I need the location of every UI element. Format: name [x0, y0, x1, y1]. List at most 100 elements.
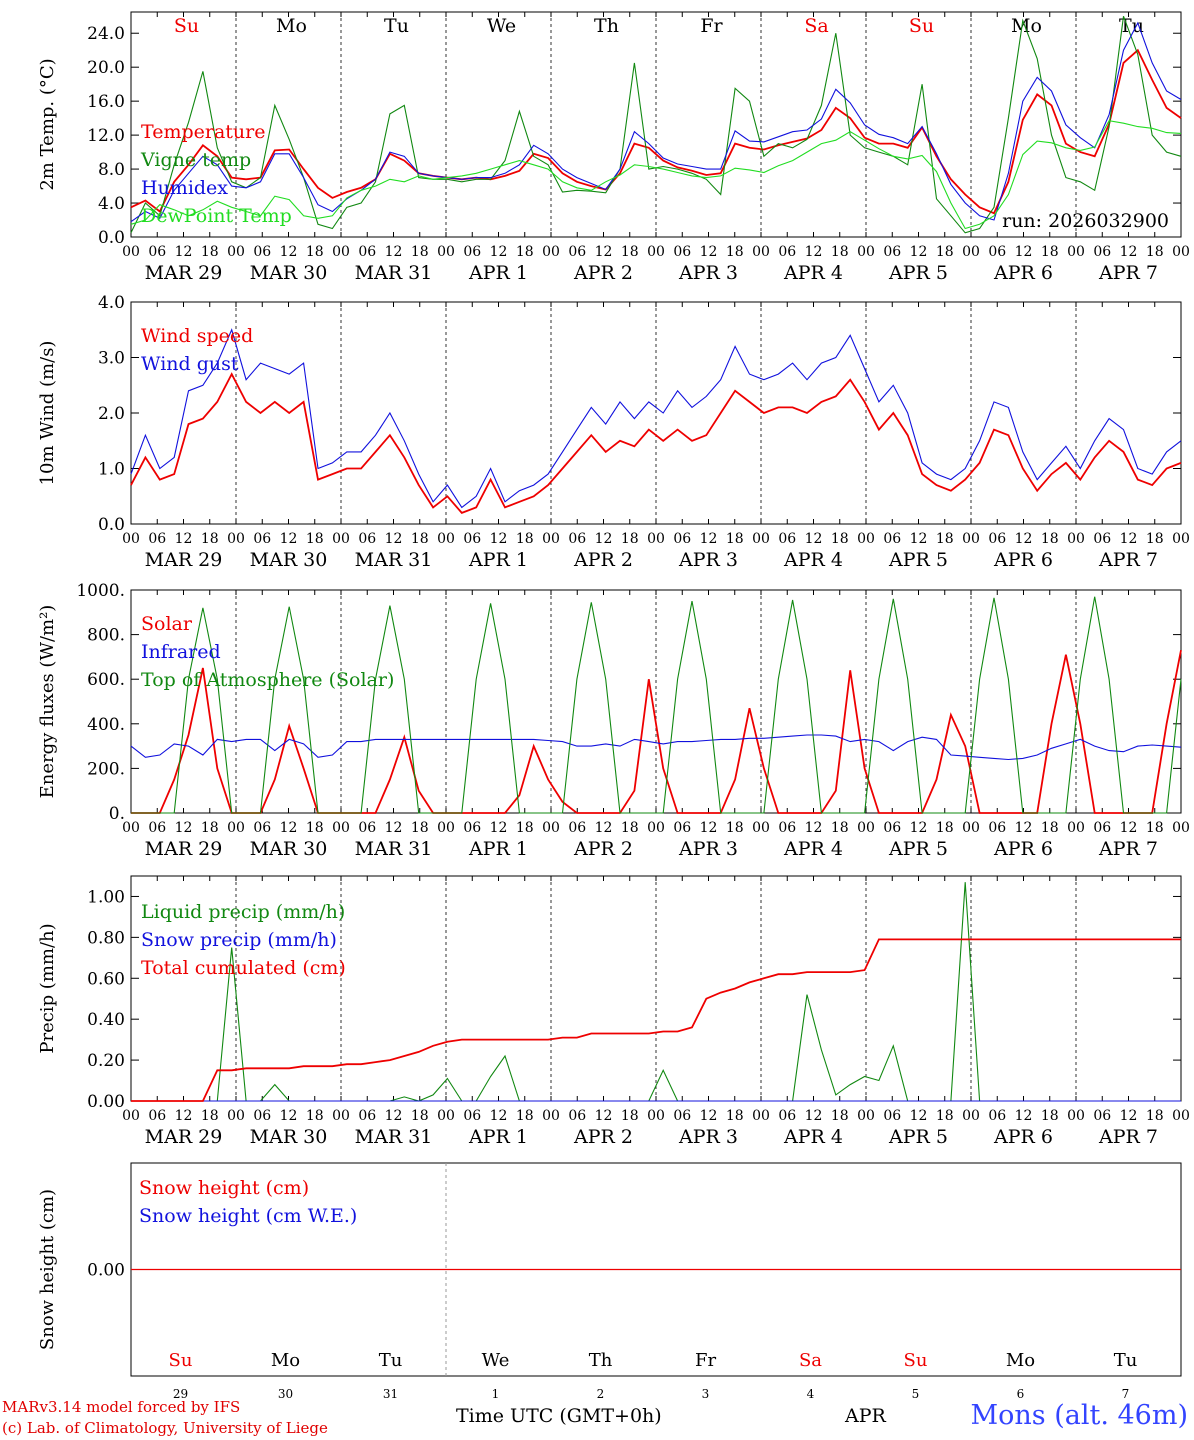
legend-entry: DewPoint Temp: [141, 205, 292, 227]
legend-entry: Vigne temp: [140, 149, 251, 171]
hour-label: 12: [805, 531, 823, 547]
hour-label: 06: [778, 244, 796, 260]
day-label: APR 6: [993, 1126, 1053, 1148]
hour-label: 06: [988, 1108, 1006, 1124]
hour-label: 06: [358, 820, 376, 836]
hour-label: 18: [1041, 244, 1059, 260]
day-label: MAR 30: [250, 262, 328, 284]
day-label: APR 4: [783, 262, 843, 284]
hour-label: 12: [910, 244, 928, 260]
hour-label: 18: [831, 820, 849, 836]
day-label: APR 5: [888, 838, 948, 860]
y-tick-label: 0.00: [87, 1261, 125, 1281]
hour-label: 00: [752, 1108, 770, 1124]
day-number: 1: [492, 1387, 500, 1401]
hour-label: 06: [463, 531, 481, 547]
y-tick-label: 2.0: [98, 404, 125, 424]
hour-label: 00: [1172, 1108, 1190, 1124]
hour-label: 00: [122, 1108, 140, 1124]
series-wind-speed: [130, 372, 1182, 514]
weekday-label-bottom: Mo: [1006, 1350, 1035, 1371]
hour-label: 06: [883, 1108, 901, 1124]
day-label: APR 3: [678, 1126, 738, 1148]
month-label: APR: [845, 1405, 886, 1427]
hour-label: 06: [1093, 820, 1111, 836]
hour-label: 18: [411, 820, 429, 836]
y-tick-label: 600.: [87, 670, 125, 690]
day-label: MAR 29: [145, 838, 223, 860]
hour-label: 00: [1067, 820, 1085, 836]
day-label: APR 5: [888, 549, 948, 571]
day-number: 3: [702, 1387, 710, 1401]
hour-label: 12: [1015, 820, 1033, 836]
day-label: MAR 30: [250, 549, 328, 571]
hour-label: 18: [936, 1108, 954, 1124]
hour-label: 06: [988, 244, 1006, 260]
weekday-label: Th: [594, 15, 619, 37]
series-solar: [131, 650, 1182, 814]
hour-label: 12: [595, 244, 613, 260]
hour-label: 00: [752, 820, 770, 836]
hour-label: 06: [673, 531, 691, 547]
plot-frame: [130, 11, 1182, 238]
day-label: APR 2: [573, 549, 633, 571]
hour-label: 06: [253, 820, 271, 836]
weekday-label-bottom: We: [482, 1350, 510, 1371]
run-label: run: 2026032900: [1002, 210, 1169, 232]
y-tick-label: 400.: [87, 715, 125, 735]
day-label: APR 4: [783, 838, 843, 860]
hour-label: 12: [280, 820, 298, 836]
hour-label: 18: [201, 244, 219, 260]
station-label: Mons (alt. 46m): [970, 1400, 1188, 1431]
series-top-of-atmosphere-solar-: [131, 596, 1182, 814]
hour-label: 00: [962, 531, 980, 547]
y-tick-label: 20.0: [87, 58, 125, 78]
y-tick-label: 1.00: [87, 887, 125, 907]
series-dewpoint-temp: [130, 120, 1182, 230]
day-label: APR 2: [573, 838, 633, 860]
hour-label: 18: [936, 244, 954, 260]
hour-label: 00: [542, 531, 560, 547]
hour-label: 12: [175, 244, 193, 260]
y-axis-label: 2m Temp. (°C): [37, 58, 58, 190]
hour-label: 18: [621, 531, 639, 547]
hour-label: 00: [332, 820, 350, 836]
weekday-label-bottom: Th: [589, 1350, 613, 1371]
legend-entry: Total cumulated (cm): [141, 957, 346, 979]
hour-label: 12: [1120, 531, 1138, 547]
hour-label: 18: [306, 244, 324, 260]
hour-label: 12: [700, 244, 718, 260]
hour-label: 12: [385, 244, 403, 260]
hour-label: 12: [595, 1108, 613, 1124]
day-label: MAR 29: [145, 262, 223, 284]
hour-label: 12: [1015, 1108, 1033, 1124]
hour-label: 12: [595, 820, 613, 836]
day-label: MAR 31: [355, 1126, 433, 1148]
y-axis-label: Energy fluxes (W/m²): [37, 605, 58, 799]
hour-label: 00: [962, 244, 980, 260]
series-wind-gust: [130, 328, 1182, 509]
legend-entry: Humidex: [141, 177, 228, 199]
hour-label: 00: [437, 1108, 455, 1124]
y-axis-label: Precip (mm/h): [37, 923, 58, 1053]
hour-label: 00: [332, 531, 350, 547]
y-tick-label: 0.00: [87, 1092, 125, 1112]
hour-label: 00: [227, 244, 245, 260]
legend-entry: Liquid precip (mm/h): [141, 901, 345, 923]
hour-label: 18: [726, 1108, 744, 1124]
y-tick-label: 800.: [87, 626, 125, 646]
hour-label: 00: [752, 244, 770, 260]
hour-label: 18: [201, 531, 219, 547]
hour-label: 18: [516, 244, 534, 260]
day-label: APR 7: [1098, 1126, 1158, 1148]
day-label: MAR 29: [145, 549, 223, 571]
hour-label: 12: [385, 531, 403, 547]
hour-label: 00: [437, 531, 455, 547]
hour-label: 12: [490, 1108, 508, 1124]
hour-label: 06: [1093, 1108, 1111, 1124]
day-label: APR 3: [678, 262, 738, 284]
hour-label: 18: [1146, 1108, 1164, 1124]
weekday-label: Su: [174, 15, 199, 37]
hour-label: 12: [490, 244, 508, 260]
hour-label: 18: [831, 244, 849, 260]
